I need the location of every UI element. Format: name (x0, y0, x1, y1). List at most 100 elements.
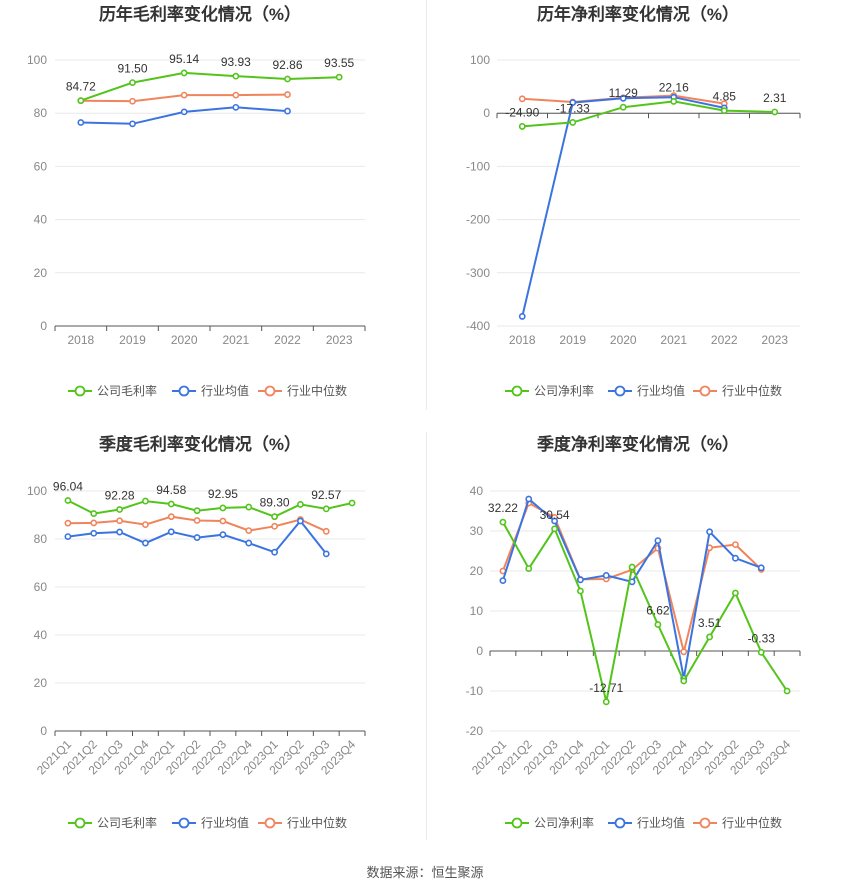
data-point[interactable] (232, 91, 240, 99)
data-point[interactable] (219, 531, 227, 539)
data-point[interactable] (335, 73, 343, 81)
data-point[interactable] (116, 506, 123, 513)
data-point[interactable] (129, 120, 136, 128)
data-point[interactable] (551, 525, 558, 533)
data-point[interactable] (64, 533, 72, 540)
legend-item[interactable]: 行业均值 (608, 383, 685, 398)
data-point[interactable] (167, 513, 175, 521)
data-point[interactable] (619, 94, 627, 102)
data-point[interactable] (116, 528, 123, 536)
data-point[interactable] (90, 519, 98, 527)
legend-item[interactable]: 行业均值 (172, 815, 249, 830)
legend-item[interactable]: 行业中位数 (693, 383, 782, 398)
legend-label: 行业均值 (201, 383, 249, 398)
data-point[interactable] (142, 539, 149, 547)
data-point[interactable] (271, 548, 278, 556)
data-point[interactable] (670, 98, 678, 105)
x-tick-label: 2023 (326, 333, 353, 347)
data-point[interactable] (602, 572, 610, 579)
data-point[interactable] (64, 519, 72, 527)
data-point[interactable] (142, 521, 149, 528)
data-point[interactable] (525, 495, 533, 503)
data-point[interactable] (348, 499, 356, 507)
data-point[interactable] (569, 119, 577, 126)
data-point[interactable] (680, 677, 688, 685)
data-point[interactable] (518, 313, 526, 320)
y-tick-label: 100 (27, 53, 47, 67)
legend-item[interactable]: 行业中位数 (258, 815, 347, 830)
data-point[interactable] (577, 587, 584, 595)
data-point[interactable] (180, 91, 188, 99)
data-point[interactable] (245, 503, 253, 511)
legend-item[interactable]: 公司毛利率 (68, 815, 157, 830)
data-point[interactable] (129, 79, 136, 87)
legend-item[interactable]: 行业中位数 (258, 383, 347, 398)
data-point[interactable] (654, 537, 662, 544)
data-point[interactable] (499, 577, 507, 584)
data-point[interactable] (232, 103, 240, 111)
data-point[interactable] (142, 497, 149, 505)
data-point[interactable] (551, 517, 558, 525)
data-point[interactable] (116, 517, 123, 525)
data-point[interactable] (783, 687, 791, 695)
legend-item[interactable]: 公司净利率 (505, 383, 594, 398)
data-point[interactable] (167, 528, 175, 536)
data-point[interactable] (77, 97, 85, 105)
data-point[interactable] (518, 123, 526, 130)
data-point[interactable] (518, 95, 526, 103)
data-point[interactable] (706, 633, 713, 641)
data-point[interactable] (271, 513, 278, 521)
data-point[interactable] (771, 108, 779, 116)
data-point[interactable] (167, 500, 175, 508)
data-point[interactable] (680, 648, 688, 656)
data-point[interactable] (322, 527, 330, 535)
data-point[interactable] (732, 589, 739, 597)
data-point[interactable] (284, 107, 291, 115)
data-point[interactable] (602, 698, 610, 706)
legend-item[interactable]: 行业中位数 (693, 815, 782, 830)
data-point[interactable] (219, 504, 227, 512)
data-point[interactable] (271, 522, 278, 530)
data-point[interactable] (499, 518, 507, 526)
data-point[interactable] (297, 501, 304, 508)
legend-item[interactable]: 公司毛利率 (68, 383, 157, 398)
legend-item[interactable]: 公司净利率 (505, 815, 594, 830)
data-point[interactable] (232, 72, 240, 80)
data-point[interactable] (706, 528, 713, 536)
data-point[interactable] (193, 507, 201, 515)
data-point[interactable] (619, 103, 627, 111)
data-point[interactable] (732, 554, 739, 562)
legend-item[interactable]: 行业均值 (172, 383, 249, 398)
data-point[interactable] (90, 510, 98, 517)
data-point[interactable] (720, 107, 728, 115)
data-point[interactable] (180, 69, 188, 77)
data-point[interactable] (193, 534, 201, 541)
data-point[interactable] (129, 97, 136, 105)
data-point[interactable] (654, 621, 662, 628)
data-point[interactable] (577, 576, 584, 584)
data-point[interactable] (757, 564, 765, 572)
y-tick-label: 100 (470, 53, 490, 67)
data-point[interactable] (245, 539, 253, 547)
data-point[interactable] (64, 497, 72, 504)
data-point[interactable] (284, 75, 291, 83)
data-point[interactable] (757, 648, 765, 656)
y-tick-label: 40 (34, 213, 48, 227)
data-point[interactable] (245, 527, 253, 534)
data-point[interactable] (193, 517, 201, 524)
data-point[interactable] (297, 517, 304, 525)
data-point[interactable] (322, 505, 330, 513)
data-point[interactable] (219, 517, 227, 525)
legend-item[interactable]: 行业均值 (608, 815, 685, 830)
series-1 (499, 495, 765, 682)
data-point[interactable] (569, 99, 577, 106)
data-point[interactable] (180, 108, 188, 116)
data-point[interactable] (628, 563, 636, 571)
data-point[interactable] (90, 529, 98, 537)
data-point[interactable] (77, 119, 85, 126)
data-point[interactable] (322, 550, 330, 558)
data-point[interactable] (284, 91, 291, 98)
legend-label: 行业中位数 (287, 815, 347, 830)
data-point[interactable] (525, 565, 533, 572)
data-point[interactable] (732, 541, 739, 548)
